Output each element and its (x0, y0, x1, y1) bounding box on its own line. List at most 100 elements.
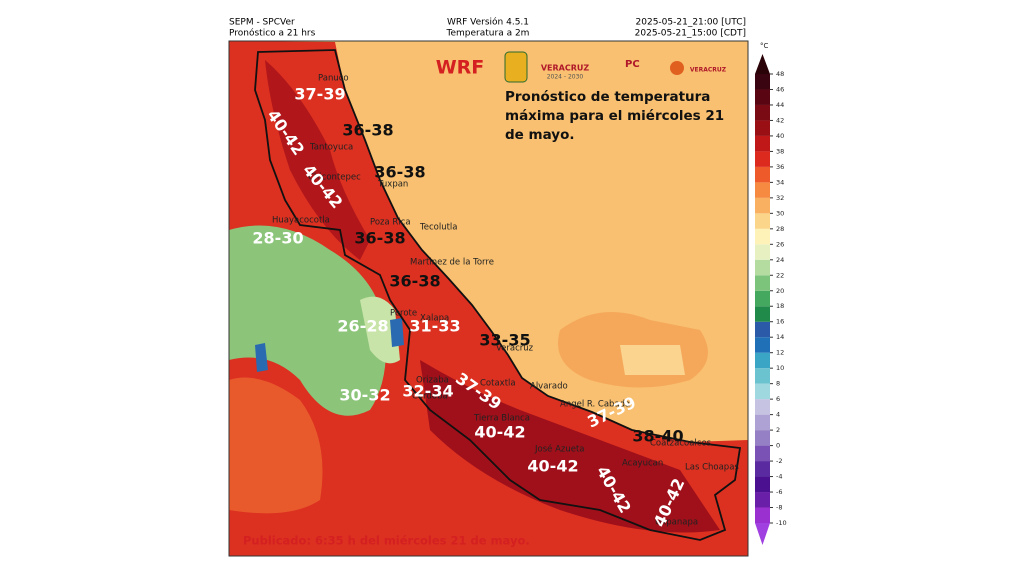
city-label: Acayucan (622, 459, 663, 469)
agency-emblem (670, 61, 684, 75)
colorbar-band (755, 182, 770, 198)
colorbar-tick-label: 48 (776, 70, 784, 78)
colorbar-tick-label: 14 (776, 333, 784, 341)
colorbar-tick-label: 24 (776, 256, 784, 264)
colorbar-tick-label: -4 (776, 473, 782, 481)
colorbar-band (755, 104, 770, 121)
colorbar-tick-label: -2 (776, 457, 782, 465)
colorbar-band (755, 213, 770, 229)
city-label: Veracruz (496, 344, 534, 354)
temperature-range: 36-38 (342, 121, 393, 140)
colorbar-tick-label: 28 (776, 225, 784, 233)
city-label: Panuco (318, 74, 349, 84)
city-label: Tecolutla (419, 223, 458, 233)
city-label: Tierra Blanca (473, 414, 530, 424)
colorbar-band (755, 259, 770, 276)
colorbar-band (755, 399, 770, 415)
map (228, 40, 749, 557)
colorbar-over (755, 54, 770, 74)
colorbar-band (755, 321, 770, 338)
land-cold (390, 318, 404, 347)
colorbar-tick-label: 44 (776, 101, 784, 109)
colorbar-tick-label: -6 (776, 488, 782, 496)
city-label: Poza Rica (370, 218, 411, 228)
state-logo-2: VERACRUZ (690, 67, 727, 74)
colorbar-tick-label: 6 (776, 395, 780, 403)
land-hottest (420, 360, 720, 533)
colorbar: -10-8-6-4-202468101214161820222426283032… (755, 42, 787, 545)
colorbar-under (755, 523, 770, 545)
city-label: Alvarado (530, 382, 568, 392)
colorbar-band (755, 368, 770, 384)
colorbar-band (755, 430, 770, 446)
colorbar-band (755, 445, 770, 462)
state-emblem (504, 51, 528, 83)
city-label: Martinez de la Torre (410, 258, 494, 268)
colorbar-tick-label: 4 (776, 411, 780, 419)
mild-zone (620, 345, 685, 375)
header-left: Pronóstico a 21 hrs (229, 28, 316, 39)
colorbar-tick-label: 36 (776, 163, 784, 171)
colorbar-band (755, 352, 770, 369)
colorbar-band (755, 383, 770, 400)
temperature-range: 36-38 (374, 163, 425, 182)
colorbar-band (755, 135, 770, 152)
temperature-range: 37-39 (294, 85, 345, 104)
temperature-range: 40-42 (474, 423, 525, 442)
land-mild (229, 225, 386, 416)
colorbar-band (755, 492, 770, 508)
city-label: Tantoyuca (309, 143, 353, 153)
city-label: Tuxpan (377, 180, 408, 190)
colorbar-band (755, 228, 770, 245)
colorbar-band (755, 197, 770, 214)
state-period: 2024 - 2030 (547, 74, 584, 81)
header-center: Temperatura a 2m (446, 29, 530, 39)
temperature-range: 40-42 (527, 457, 578, 476)
colorbar-tick-label: 38 (776, 147, 784, 155)
temperature-range: 33-35 (479, 331, 530, 350)
colorbar-tick-label: 32 (776, 194, 784, 202)
city-label: Córdoba (412, 391, 448, 402)
header-right: 2025-05-21_15:00 [CDT] (635, 29, 746, 39)
colorbar-band (755, 414, 770, 431)
colorbar-tick-label: 26 (776, 240, 784, 248)
colorbar-band (755, 476, 770, 493)
city-label: Xalapa (420, 314, 449, 324)
colorbar-tick-label: -8 (776, 504, 782, 512)
map-title: Pronóstico de temperatura máxima para el… (505, 89, 725, 143)
city-label: Cotaxtla (480, 379, 516, 389)
colorbar-band (755, 120, 770, 136)
temperature-range: 32-34 (402, 382, 453, 401)
temperature-range: 36-38 (354, 229, 405, 248)
colorbar-tick-label: 18 (776, 302, 784, 310)
colorbar-tick-label: 10 (776, 364, 784, 372)
temperature-range: 26-28 (337, 317, 388, 336)
city-label: Orizaba (416, 376, 449, 386)
colorbar-tick-label: 40 (776, 132, 784, 140)
city-label: Las Choapas (685, 463, 739, 473)
footer: Publicado: 6:35 h del miércoles 21 de ma… (243, 534, 530, 548)
colorbar-tick-label: 34 (776, 178, 784, 186)
colorbar-tick-label: 12 (776, 349, 784, 357)
colorbar-tick-label: 0 (776, 442, 780, 450)
colorbar-tick-label: 2 (776, 426, 780, 434)
colorbar-unit: °C (760, 42, 769, 50)
colorbar-tick-label: 8 (776, 380, 780, 388)
temperature-range: 28-30 (252, 229, 303, 248)
land-warm (229, 377, 323, 514)
colorbar-band (755, 74, 770, 90)
colorbar-band (755, 151, 770, 167)
colorbar-band (755, 290, 770, 307)
land-cold (255, 343, 268, 372)
temperature-range: 30-32 (339, 386, 390, 405)
model-logo: WRF (436, 57, 485, 79)
colorbar-band (755, 306, 770, 322)
city-label: Angel R. Cabada (560, 400, 630, 410)
colorbar-tick-label: 22 (776, 271, 784, 279)
land-cool (360, 296, 400, 364)
city-label: José Azueta (534, 444, 585, 455)
colorbar-band (755, 89, 770, 105)
state-logo: VERACRUZ (541, 64, 590, 73)
colorbar-band (755, 507, 770, 523)
